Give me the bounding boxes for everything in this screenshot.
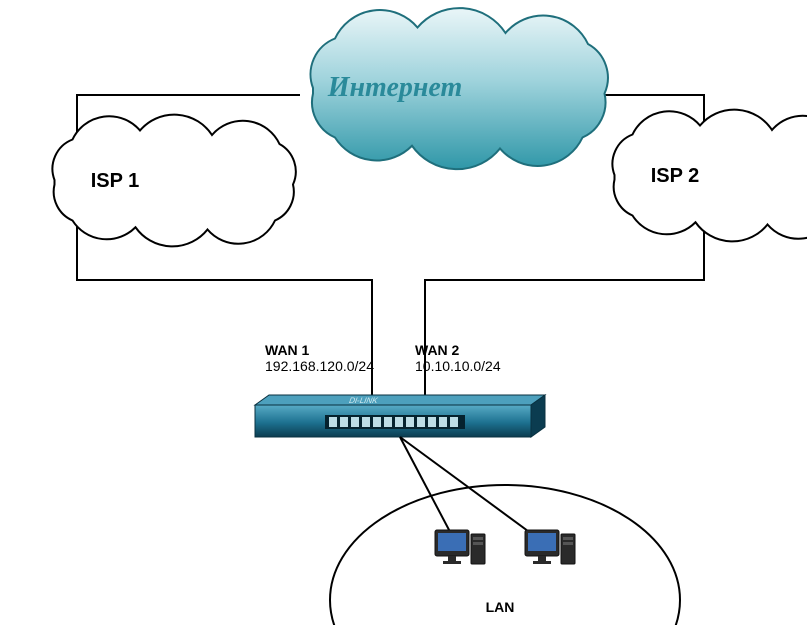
wan1-title: WAN 1 (265, 342, 310, 358)
lan-label: LAN (486, 599, 515, 615)
isp2-cloud: ISP 2 (612, 110, 807, 242)
isp1-cloud: ISP 1 (52, 115, 295, 247)
wan2-subnet: 10.10.10.0/24 (415, 358, 501, 374)
wan-labels: WAN 1 192.168.120.0/24 WAN 2 10.10.10.0/… (265, 342, 501, 374)
isp2-label: ISP 2 (651, 165, 700, 187)
wan2-title: WAN 2 (415, 342, 460, 358)
svg-text:DI-LINK: DI-LINK (348, 396, 380, 405)
internet-label: Интернет (327, 72, 463, 103)
network-diagram: Интернет ISP 1 ISP 2 WAN 1 192.168.120.0… (0, 0, 807, 625)
lan-group: LAN (330, 437, 680, 625)
lan-host-icon (525, 530, 575, 564)
isp1-label: ISP 1 (91, 170, 140, 192)
internet-cloud: Интернет (311, 8, 608, 169)
wan1-subnet: 192.168.120.0/24 (265, 358, 374, 374)
lan-host-icon (435, 530, 485, 564)
router-icon: DI-LINK (255, 395, 545, 437)
